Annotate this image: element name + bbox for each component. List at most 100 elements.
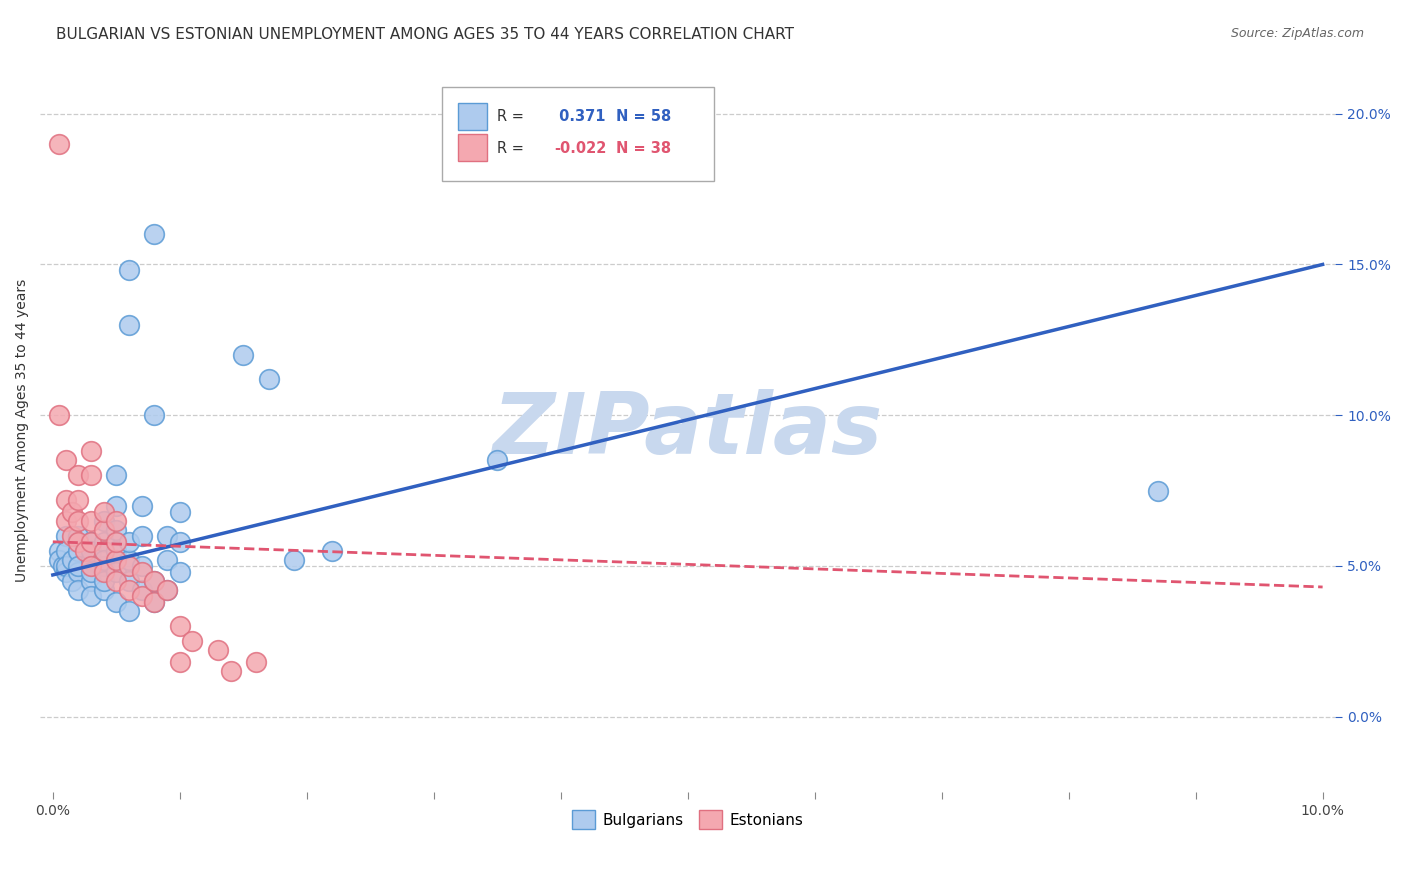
Point xyxy=(105,499,128,513)
Point xyxy=(55,544,77,558)
Bar xyxy=(458,103,486,130)
Point xyxy=(118,574,141,588)
FancyBboxPatch shape xyxy=(441,87,714,181)
Point xyxy=(48,553,70,567)
Point xyxy=(1146,483,1168,498)
Point xyxy=(67,544,90,558)
Bar xyxy=(458,134,486,161)
Point xyxy=(118,582,141,597)
Point xyxy=(93,505,115,519)
Point xyxy=(67,534,90,549)
Point xyxy=(219,665,242,679)
Point xyxy=(80,444,103,458)
Point xyxy=(80,574,103,588)
Point xyxy=(118,263,141,277)
Point xyxy=(93,523,115,537)
Point xyxy=(181,634,204,648)
Point xyxy=(118,534,141,549)
Point xyxy=(169,619,191,633)
Point xyxy=(52,558,75,573)
Point xyxy=(131,529,153,543)
Point xyxy=(93,565,115,579)
Point xyxy=(118,553,141,567)
Point xyxy=(60,574,83,588)
Point xyxy=(105,523,128,537)
Point xyxy=(105,595,128,609)
Text: N = 58: N = 58 xyxy=(616,110,672,125)
Point xyxy=(131,565,153,579)
Point xyxy=(67,529,90,543)
Text: R =: R = xyxy=(498,110,524,125)
Point xyxy=(105,553,128,567)
Text: Source: ZipAtlas.com: Source: ZipAtlas.com xyxy=(1230,27,1364,40)
Point xyxy=(105,544,128,558)
Text: ZIPatlas: ZIPatlas xyxy=(492,389,883,472)
Point xyxy=(143,595,166,609)
Point xyxy=(67,468,90,483)
Point xyxy=(131,499,153,513)
Point xyxy=(156,582,179,597)
Point xyxy=(257,372,280,386)
Legend: Bulgarians, Estonians: Bulgarians, Estonians xyxy=(565,804,810,835)
Point xyxy=(169,534,191,549)
Point xyxy=(105,565,128,579)
Point xyxy=(48,544,70,558)
Point xyxy=(143,408,166,422)
Point xyxy=(131,558,153,573)
Point xyxy=(105,534,128,549)
Text: 0.371: 0.371 xyxy=(554,110,606,125)
Point xyxy=(93,582,115,597)
Point xyxy=(93,558,115,573)
Point xyxy=(143,227,166,242)
Point xyxy=(93,514,115,528)
Point xyxy=(55,492,77,507)
Point xyxy=(67,492,90,507)
Point xyxy=(80,565,103,579)
Point xyxy=(80,468,103,483)
Point xyxy=(60,505,83,519)
Point xyxy=(60,529,83,543)
Point xyxy=(80,553,103,567)
Point xyxy=(105,514,128,528)
Point xyxy=(67,565,90,579)
Point xyxy=(67,514,90,528)
Point xyxy=(80,534,103,549)
Point xyxy=(80,534,103,549)
Point xyxy=(93,553,115,567)
Point xyxy=(67,582,90,597)
Point xyxy=(60,553,83,567)
Point xyxy=(156,553,179,567)
Point xyxy=(48,136,70,151)
Point xyxy=(156,582,179,597)
Point xyxy=(55,453,77,467)
Text: BULGARIAN VS ESTONIAN UNEMPLOYMENT AMONG AGES 35 TO 44 YEARS CORRELATION CHART: BULGARIAN VS ESTONIAN UNEMPLOYMENT AMONG… xyxy=(56,27,794,42)
Point xyxy=(80,544,103,558)
Point xyxy=(245,656,267,670)
Point xyxy=(55,514,77,528)
Point xyxy=(118,604,141,618)
Point xyxy=(80,514,103,528)
Point xyxy=(143,574,166,588)
Point xyxy=(73,544,96,558)
Point xyxy=(143,595,166,609)
Text: R =: R = xyxy=(498,141,524,155)
Point xyxy=(118,318,141,332)
Point xyxy=(105,468,128,483)
Point xyxy=(131,582,153,597)
Point xyxy=(169,505,191,519)
Point xyxy=(80,558,103,573)
Point xyxy=(156,529,179,543)
Point xyxy=(55,529,77,543)
Point xyxy=(143,574,166,588)
Point xyxy=(169,565,191,579)
Point xyxy=(118,558,141,573)
Point xyxy=(67,558,90,573)
Point xyxy=(93,544,115,558)
Text: N = 38: N = 38 xyxy=(616,141,672,155)
Point xyxy=(232,348,254,362)
Point xyxy=(207,643,229,657)
Point xyxy=(93,534,115,549)
Point xyxy=(48,408,70,422)
Point xyxy=(80,589,103,603)
Point xyxy=(55,565,77,579)
